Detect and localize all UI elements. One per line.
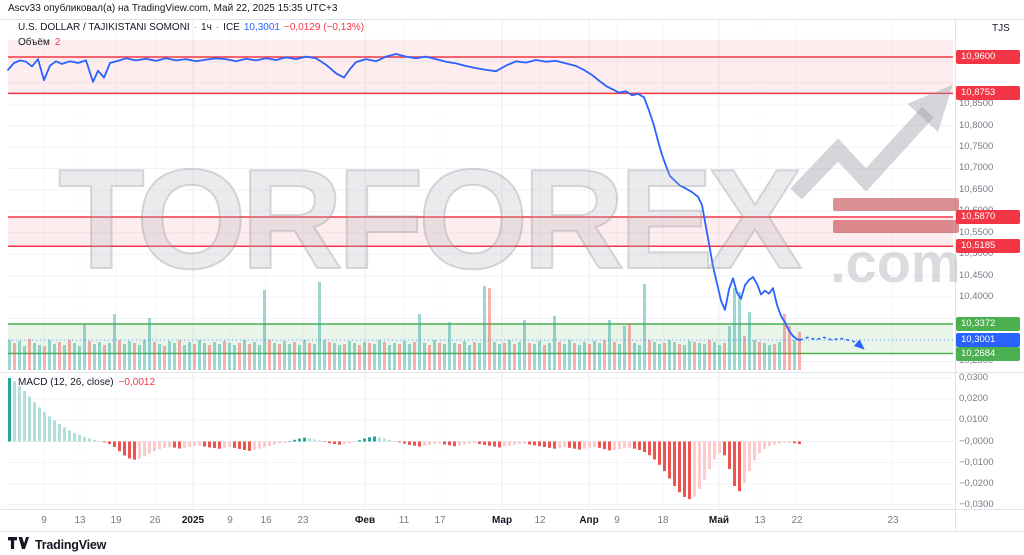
volume-value: 2 [54,37,61,48]
watermark-bar [833,220,959,233]
watermark-suffix: .com [830,231,961,294]
time-tick-label: Мар [491,515,513,526]
time-tick-label: 9 [41,515,47,526]
time-tick-label: 23 [297,515,309,526]
time-tick-label: 19 [110,515,122,526]
exchange-label: ICE [223,22,240,33]
watermark-bar [833,198,959,211]
symbol-legend[interactable]: U.S. DOLLAR / TAJIKISTANI SOMONI · 1ч · … [18,22,364,33]
time-tick-label: 17 [434,515,446,526]
currency-label[interactable]: TJS [992,23,1010,34]
time-tick-label: 13 [754,515,766,526]
last-price-value: 10,3001 [243,22,280,33]
volume-legend[interactable]: Объём 2 [18,37,60,48]
time-tick-label: 23 [887,515,899,526]
legend-separator: · [215,22,220,33]
time-tick-label: 26 [149,515,161,526]
footer: TradingView [8,536,106,554]
legend-separator: · [193,22,198,33]
interval-label[interactable]: 1ч [201,22,212,33]
watermark: TORFOREX .com [57,84,961,300]
time-tick-label: 16 [260,515,272,526]
time-tick-label: 13 [74,515,86,526]
publish-text: Ascv33 опубликовал(а) на TradingView.com… [8,3,338,14]
tradingview-brand[interactable]: TradingView [35,538,107,552]
watermark-text: TORFOREX [58,140,802,299]
time-tick-label: Апр [579,515,599,526]
publish-info: Ascv33 опубликовал(а) на TradingView.com… [8,3,337,14]
watermark-arrow-icon [790,84,953,200]
price-change-value: −0,0129 (−0,13%) [284,22,365,33]
macd-label: MACD (12, 26, close) [18,377,114,388]
time-tick-label: 18 [657,515,669,526]
macd-legend[interactable]: MACD (12, 26, close) −0,0012 [18,377,155,388]
macd-value: −0,0012 [118,377,156,388]
symbol-title[interactable]: U.S. DOLLAR / TAJIKISTANI SOMONI [18,22,190,33]
time-tick-label: Фев [354,515,376,526]
time-axis[interactable]: 9 13 19 26 2025 9 16 23 Фев 11 17 Мар 12 Апр 9 18 Май 13 2… [0,512,956,532]
volume-label: Объём [18,37,50,48]
time-tick-label: 9 [227,515,233,526]
time-tick-label: 2025 [181,515,205,526]
tradingview-logo-icon[interactable] [8,536,29,555]
time-tick-label: Май [708,515,730,526]
time-tick-label: 11 [398,515,410,526]
time-tick-label: 12 [534,515,546,526]
time-tick-label: 22 [791,515,803,526]
time-tick-label: 9 [614,515,620,526]
